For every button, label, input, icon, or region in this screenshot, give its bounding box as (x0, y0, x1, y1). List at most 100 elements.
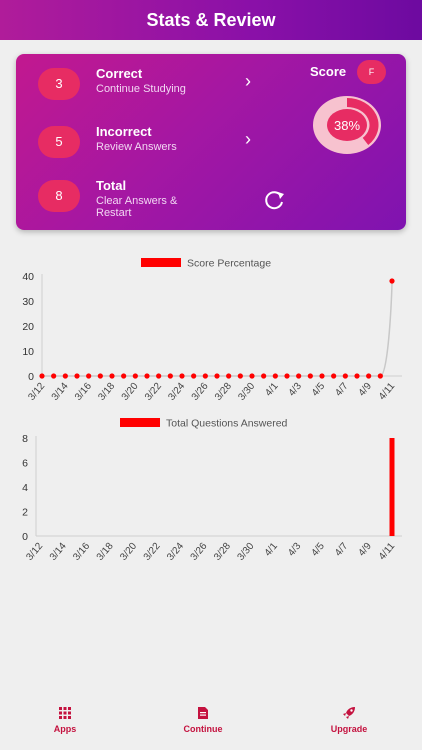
score-label: Score (310, 64, 347, 79)
x-tick-label: 4/1 (263, 541, 281, 559)
x-tick-label: 4/11 (377, 381, 398, 403)
incorrect-subtitle: Review Answers (96, 141, 177, 153)
x-tick-label: 3/28 (213, 381, 234, 403)
total-subtitle: Clear Answers & Restart (96, 195, 178, 219)
x-tick-label: 3/16 (71, 541, 92, 563)
x-tick-label: 4/3 (286, 541, 304, 559)
x-tick-label: 4/3 (287, 381, 305, 399)
x-tick-label: 3/28 (212, 541, 233, 563)
x-tick-label: 4/9 (357, 381, 375, 399)
chevron-right-icon[interactable]: › (245, 71, 251, 91)
data-point (354, 373, 360, 379)
data-point (167, 373, 173, 379)
nav-continue[interactable]: Continue (158, 706, 248, 742)
x-tick-label: 3/24 (165, 541, 186, 563)
legend-swatch (120, 418, 160, 427)
nav-upgrade-label: Upgrade (330, 724, 368, 734)
document-icon (198, 707, 208, 719)
chevron-right-icon[interactable]: › (245, 129, 251, 149)
data-point (202, 373, 208, 379)
x-tick-label: 3/20 (120, 381, 141, 403)
nav-apps[interactable]: Apps (20, 706, 110, 742)
x-tick-label: 3/26 (189, 541, 210, 563)
y-tick-label: 20 (22, 321, 34, 333)
score-arc (346, 98, 379, 145)
x-tick-label: 3/14 (48, 541, 69, 563)
grid-icon (59, 707, 71, 719)
grade-badge: F (357, 60, 386, 84)
data-point (249, 373, 255, 379)
data-point (39, 373, 45, 379)
summary-card: 3 Correct Continue Studying › 5 Incorrec… (16, 54, 406, 230)
x-tick-label: 4/7 (333, 381, 351, 399)
correct-count-badge: 3 (38, 68, 80, 100)
y-tick-label: 0 (22, 531, 28, 543)
y-tick-label: 6 (22, 458, 28, 470)
data-point (86, 373, 92, 379)
correct-row[interactable]: 3 Correct Continue Studying › (38, 66, 268, 104)
data-point (191, 373, 197, 379)
incorrect-count-badge: 5 (38, 126, 80, 158)
y-tick-label: 0 (28, 371, 34, 383)
data-point (366, 373, 372, 379)
rocket-icon (343, 707, 355, 719)
total-count-badge: 8 (38, 180, 80, 212)
data-point (62, 373, 68, 379)
x-tick-label: 3/22 (143, 381, 164, 403)
x-tick-label: 4/1 (263, 381, 281, 399)
y-tick-label: 2 (22, 507, 28, 519)
data-point (389, 278, 395, 284)
data-point (319, 373, 325, 379)
y-tick-label: 4 (22, 482, 28, 494)
x-tick-label: 3/30 (236, 541, 257, 563)
data-point (284, 373, 290, 379)
nav-continue-label: Continue (183, 724, 223, 734)
data-point (261, 373, 267, 379)
data-point (132, 373, 138, 379)
legend-label: Score Percentage (187, 258, 271, 270)
x-tick-label: 4/11 (377, 541, 398, 563)
legend-label: Total Questions Answered (166, 418, 288, 430)
total-title: Total (96, 178, 127, 193)
x-tick-label: 3/22 (142, 541, 163, 563)
score-donut (313, 96, 381, 154)
data-point (237, 373, 243, 379)
x-tick-label: 3/18 (96, 381, 117, 403)
data-point (74, 373, 80, 379)
data-point (377, 373, 383, 379)
x-tick-label: 3/18 (95, 541, 116, 563)
total-row[interactable]: 8 Total Clear Answers & Restart (38, 178, 268, 219)
restart-icon[interactable] (262, 187, 288, 213)
x-tick-label: 3/30 (236, 381, 257, 403)
y-tick-label: 30 (22, 296, 34, 308)
nav-apps-label: Apps (53, 724, 77, 734)
score-percent: 38% (333, 118, 361, 133)
data-point (179, 373, 185, 379)
app-header: Stats & Review (0, 0, 422, 40)
data-bar (389, 438, 395, 536)
x-tick-label: 3/26 (190, 381, 211, 403)
x-tick-label: 3/16 (73, 381, 94, 403)
x-tick-label: 4/9 (356, 541, 374, 559)
y-tick-label: 10 (22, 346, 34, 358)
data-point (156, 373, 162, 379)
y-tick-label: 8 (22, 433, 28, 445)
score-percentage-chart: Score Percentage 0 10 20 30 40 3/12 3/14 3/16 3/1… (22, 258, 402, 403)
x-tick-label: 3/12 (26, 381, 47, 403)
incorrect-row[interactable]: 5 Incorrect Review Answers › (38, 124, 268, 162)
data-point (226, 373, 232, 379)
data-point (272, 373, 278, 379)
data-point (296, 373, 302, 379)
data-point (342, 373, 348, 379)
nav-upgrade[interactable]: Upgrade (304, 706, 394, 742)
series-line (42, 280, 393, 377)
y-tick-label: 40 (22, 271, 34, 283)
correct-title: Correct (96, 66, 143, 81)
x-tick-label: 3/24 (166, 381, 187, 403)
data-point (144, 373, 150, 379)
x-tick-label: 3/12 (24, 541, 45, 563)
data-point (214, 373, 220, 379)
page-title: Stats & Review (146, 10, 276, 30)
data-point (121, 373, 127, 379)
